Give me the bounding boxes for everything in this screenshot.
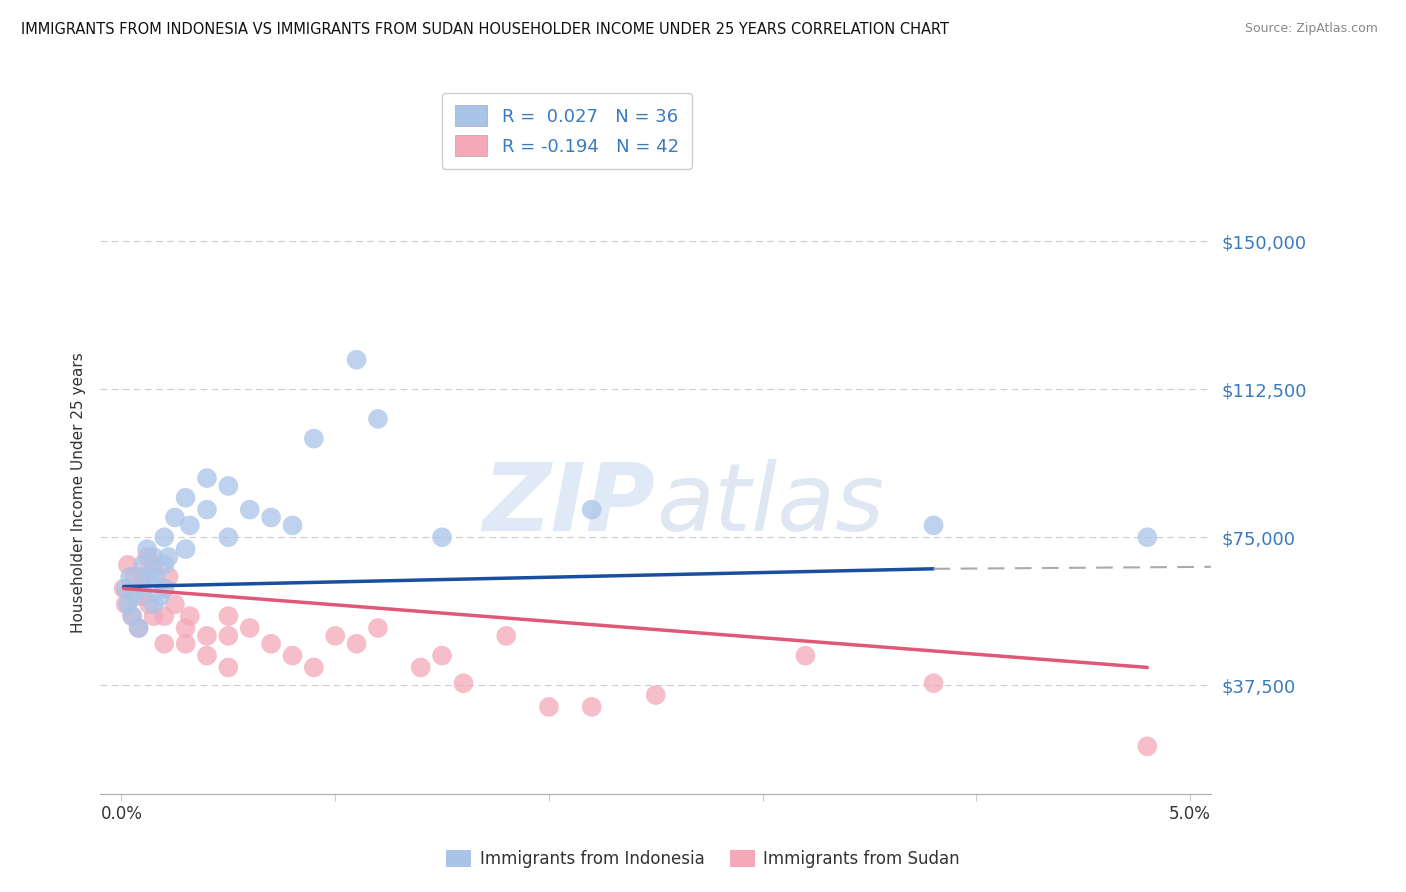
- Point: [174, 621, 197, 635]
- Point: [142, 558, 165, 572]
- Point: [149, 590, 172, 604]
- Point: [132, 582, 155, 596]
- Point: [136, 549, 159, 564]
- Point: [138, 597, 160, 611]
- Point: [179, 518, 201, 533]
- Text: ZIP: ZIP: [482, 458, 655, 551]
- Legend: Immigrants from Indonesia, Immigrants from Sudan: Immigrants from Indonesia, Immigrants fr…: [440, 843, 966, 875]
- Point: [581, 699, 603, 714]
- Point: [195, 629, 218, 643]
- Point: [281, 648, 304, 663]
- Point: [132, 590, 155, 604]
- Point: [174, 637, 197, 651]
- Point: [217, 660, 239, 674]
- Point: [132, 558, 155, 572]
- Point: [1136, 739, 1159, 754]
- Point: [430, 530, 453, 544]
- Point: [153, 530, 176, 544]
- Point: [153, 558, 176, 572]
- Point: [157, 570, 180, 584]
- Point: [794, 648, 817, 663]
- Point: [260, 637, 283, 651]
- Point: [128, 621, 150, 635]
- Point: [114, 582, 136, 596]
- Point: [117, 597, 139, 611]
- Point: [157, 549, 180, 564]
- Point: [346, 352, 368, 367]
- Point: [367, 412, 389, 426]
- Text: IMMIGRANTS FROM INDONESIA VS IMMIGRANTS FROM SUDAN HOUSEHOLDER INCOME UNDER 25 Y: IMMIGRANTS FROM INDONESIA VS IMMIGRANTS …: [21, 22, 949, 37]
- Y-axis label: Householder Income Under 25 years: Householder Income Under 25 years: [72, 352, 86, 633]
- Point: [163, 597, 186, 611]
- Point: [260, 510, 283, 524]
- Legend: R =  0.027   N = 36, R = -0.194   N = 42: R = 0.027 N = 36, R = -0.194 N = 42: [443, 93, 692, 169]
- Point: [239, 621, 262, 635]
- Point: [121, 609, 143, 624]
- Point: [118, 570, 141, 584]
- Point: [132, 570, 155, 584]
- Point: [217, 609, 239, 624]
- Point: [195, 502, 218, 516]
- Point: [153, 637, 176, 651]
- Point: [367, 621, 389, 635]
- Text: atlas: atlas: [655, 459, 884, 550]
- Point: [124, 570, 146, 584]
- Point: [174, 491, 197, 505]
- Text: Source: ZipAtlas.com: Source: ZipAtlas.com: [1244, 22, 1378, 36]
- Point: [495, 629, 517, 643]
- Point: [112, 582, 135, 596]
- Point: [302, 432, 325, 446]
- Point: [128, 621, 150, 635]
- Point: [136, 542, 159, 557]
- Point: [153, 582, 176, 596]
- Point: [409, 660, 432, 674]
- Point: [117, 558, 139, 572]
- Point: [644, 688, 666, 702]
- Point: [121, 609, 143, 624]
- Point: [179, 609, 201, 624]
- Point: [124, 590, 146, 604]
- Point: [138, 570, 160, 584]
- Point: [153, 582, 176, 596]
- Point: [163, 510, 186, 524]
- Point: [114, 597, 136, 611]
- Point: [281, 518, 304, 533]
- Point: [217, 479, 239, 493]
- Point: [217, 530, 239, 544]
- Point: [174, 542, 197, 557]
- Point: [153, 609, 176, 624]
- Point: [430, 648, 453, 663]
- Point: [581, 502, 603, 516]
- Point: [346, 637, 368, 651]
- Point: [537, 699, 560, 714]
- Point: [922, 676, 945, 690]
- Point: [145, 570, 167, 584]
- Point: [195, 648, 218, 663]
- Point: [302, 660, 325, 674]
- Point: [922, 518, 945, 533]
- Point: [217, 629, 239, 643]
- Point: [142, 549, 165, 564]
- Point: [142, 609, 165, 624]
- Point: [323, 629, 346, 643]
- Point: [1136, 530, 1159, 544]
- Point: [453, 676, 475, 690]
- Point: [195, 471, 218, 485]
- Point: [142, 597, 165, 611]
- Point: [239, 502, 262, 516]
